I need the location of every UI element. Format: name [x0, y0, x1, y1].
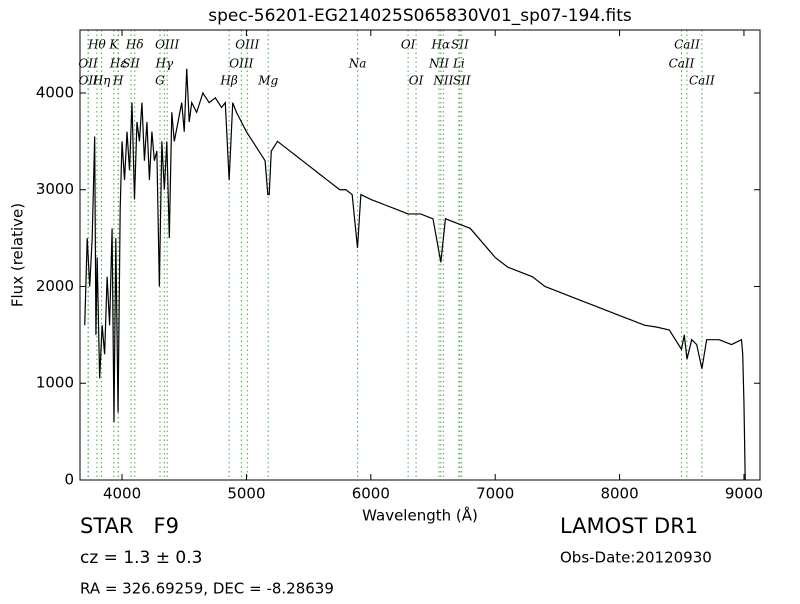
obs-date: Obs-Date:20120930: [560, 549, 712, 567]
spectral-line-label: SII: [453, 74, 471, 88]
spectral-line-label: Hη: [92, 74, 111, 88]
spectral-line-label: Hβ: [219, 74, 237, 88]
spectral-line-label: G: [155, 74, 165, 88]
spectral-line-label: OIII: [229, 57, 253, 71]
spectral-line-label: SII: [451, 38, 469, 52]
spectral-line-label: OI: [409, 74, 424, 88]
spectral-line-label: OII: [79, 74, 99, 88]
chart-title: spec-56201-EG214025S065830V01_sp07-194.f…: [208, 6, 632, 26]
spectral-line-label: Li: [452, 57, 465, 71]
spectral-line-label: NII: [428, 57, 449, 71]
object-class: STAR F9: [80, 514, 179, 538]
x-tick-label: 8000: [600, 485, 638, 503]
y-tick-label: 3000: [36, 180, 74, 198]
x-axis-label: Wavelength (Å): [362, 506, 478, 525]
spectral-line-label: Mg: [257, 74, 278, 88]
spectral-line-label: OII: [78, 57, 98, 71]
spectral-line-label: Hγ: [155, 57, 174, 71]
y-tick-label: 0: [64, 471, 74, 489]
spectral-line-label: OIII: [155, 38, 179, 52]
x-tick-label: 6000: [352, 485, 390, 503]
spectral-line-label: CaII: [669, 57, 695, 71]
y-tick-label: 1000: [36, 374, 74, 392]
y-axis-label: Flux (relative): [9, 203, 27, 307]
y-tick-label: 4000: [36, 83, 74, 101]
spectral-line-label: Na: [348, 57, 367, 71]
x-tick-label: 7000: [476, 485, 514, 503]
spectral-line-label: OI: [401, 38, 416, 52]
x-tick-label: 5000: [227, 485, 265, 503]
x-tick-label: 4000: [103, 485, 141, 503]
coordinates: RA = 326.69259, DEC = -8.28639: [80, 580, 334, 598]
redshift: cz = 1.3 ± 0.3: [80, 548, 202, 568]
spectral-line-label: Hθ: [87, 38, 106, 52]
spectral-line-label: OIII: [235, 38, 259, 52]
spectral-line-label: Hα: [431, 38, 451, 52]
plot-frame: [79, 29, 761, 481]
spectral-line-label: H: [112, 74, 124, 88]
spectral-line-label: K: [108, 38, 119, 52]
spectral-line-label: Hδ: [125, 38, 144, 52]
spectral-line-label: NII: [432, 74, 453, 88]
y-tick-label: 2000: [36, 277, 74, 295]
survey: LAMOST DR1: [560, 514, 698, 538]
spectral-line-label: CaII: [674, 38, 700, 52]
spectral-line-label: Hε: [109, 57, 127, 71]
spectral-line-label: CaII: [689, 74, 715, 88]
spectral-line-label: SII: [122, 57, 140, 71]
x-tick-label: 9000: [725, 485, 763, 503]
spectrum-line: [84, 68, 746, 481]
